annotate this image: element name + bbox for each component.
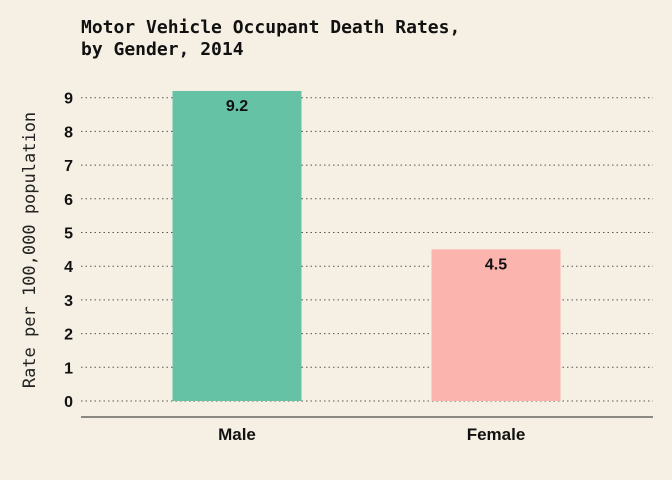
y-tick-label: 1	[64, 360, 73, 377]
tick-labels: 0 1 2 3 4 5 6 7 8 9 Male Female	[64, 91, 525, 444]
x-tick-label: Male	[218, 425, 256, 444]
x-tick-label: Female	[467, 425, 526, 444]
chart-title-line-1: Motor Vehicle Occupant Death Rates,	[81, 17, 460, 38]
y-tick-label: 7	[64, 158, 73, 175]
bar-male	[172, 90, 302, 402]
y-tick-label: 2	[64, 327, 73, 344]
y-tick-label: 5	[64, 226, 73, 243]
y-tick-label: 4	[64, 259, 73, 276]
y-tick-label: 0	[64, 394, 73, 411]
y-axis-label: Rate per 100,000 population	[20, 112, 40, 388]
y-tick-label: 3	[64, 293, 73, 310]
data-labels: 9.2 4.5	[226, 98, 507, 273]
data-label: 4.5	[485, 256, 507, 273]
bar-female	[431, 249, 561, 401]
y-tick-label: 6	[64, 192, 73, 209]
y-tick-label: 8	[64, 124, 73, 141]
y-tick-label: 9	[64, 91, 73, 108]
chart-title-line-2: by Gender, 2014	[81, 39, 244, 60]
data-label: 9.2	[226, 98, 248, 115]
gridlines	[81, 97, 653, 402]
bars	[172, 90, 561, 402]
